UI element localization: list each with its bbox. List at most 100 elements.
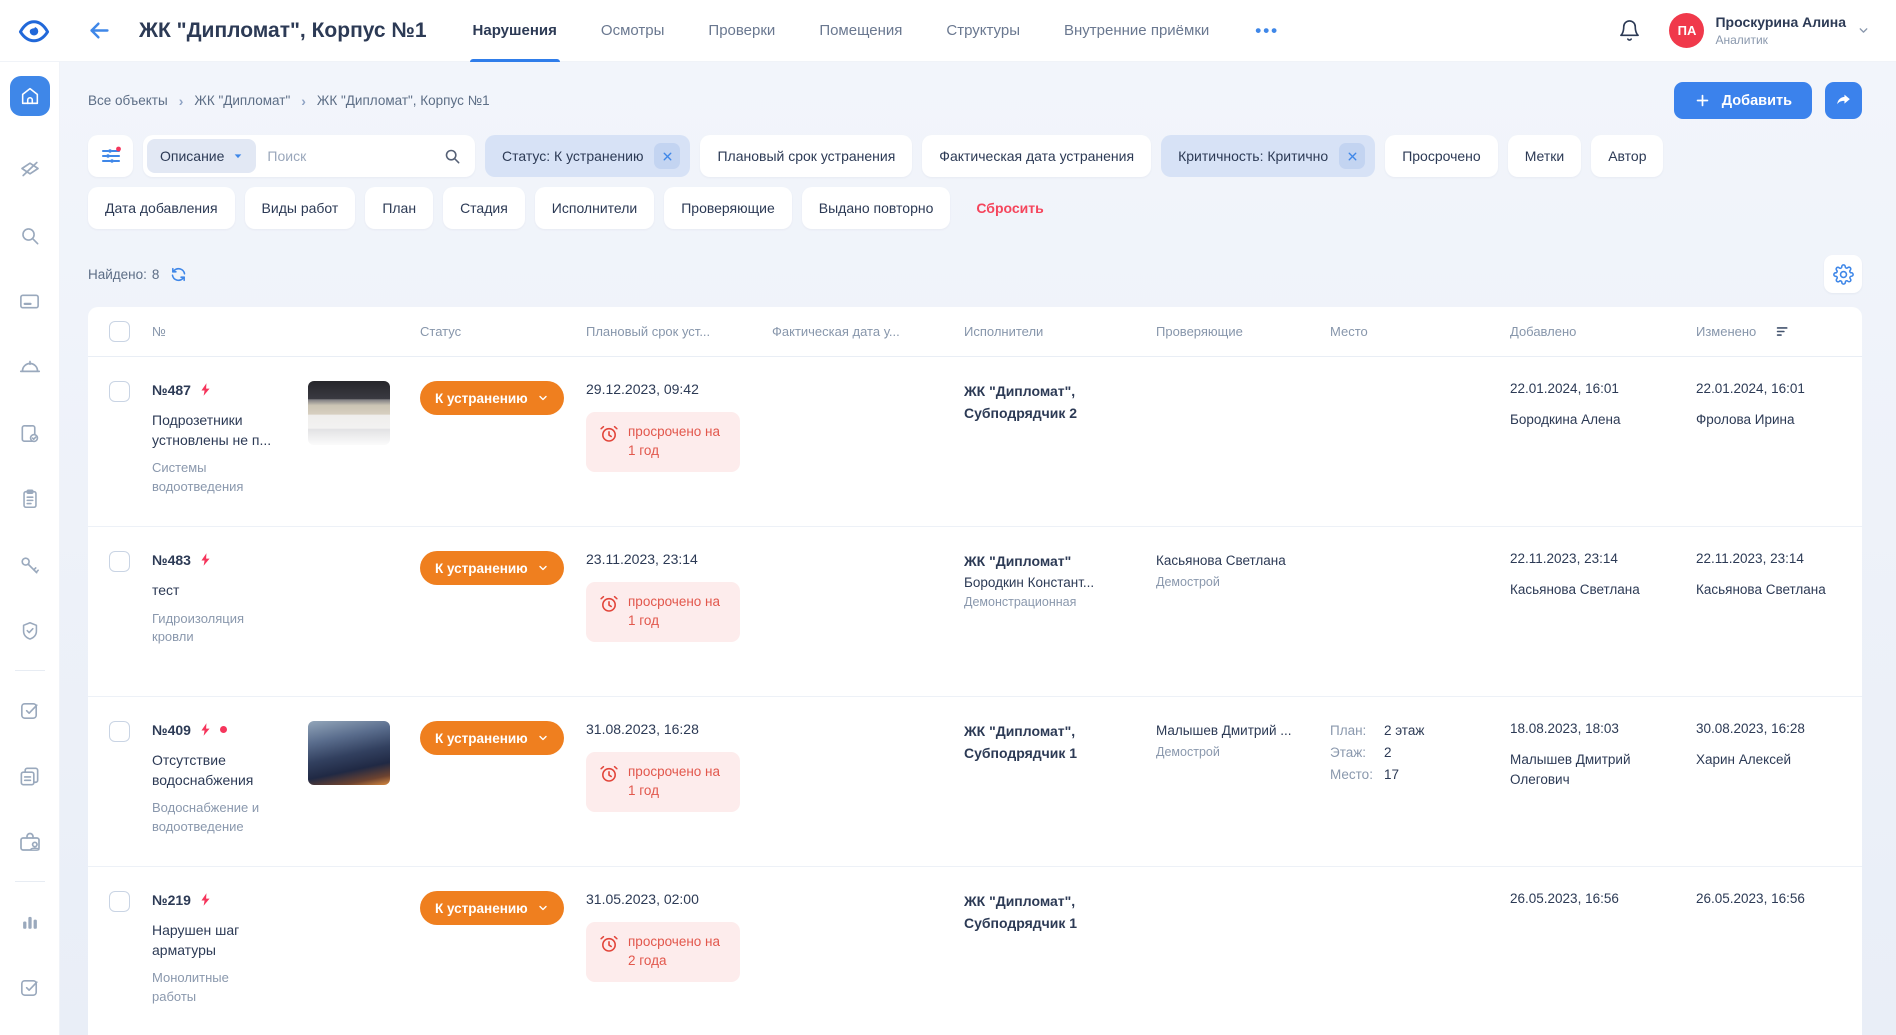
filter-chip-plan[interactable]: План: [365, 187, 434, 229]
filter-chip-reissued[interactable]: Выдано повторно: [801, 187, 951, 229]
cell-added: 26.05.2023, 16:56: [1510, 891, 1619, 906]
select-all-checkbox[interactable]: [109, 321, 130, 342]
sidebar-item-shield-check[interactable]: [17, 618, 43, 644]
chevron-down-icon: [537, 562, 549, 574]
status-select[interactable]: К устранению: [420, 891, 564, 925]
column-planned: Плановый срок уст...: [586, 324, 711, 339]
violation-title: Отсутствие водоснабжения: [152, 752, 254, 788]
add-button[interactable]: Добавить: [1673, 82, 1812, 119]
clipboard-icon: [19, 488, 41, 510]
violation-photo[interactable]: [308, 721, 390, 785]
critical-lightning-icon: [198, 381, 213, 398]
notifications-bell-icon[interactable]: [1618, 19, 1641, 42]
row-checkbox[interactable]: [109, 721, 130, 742]
table-row[interactable]: №483 тест Гидроизоляция кровли К устране…: [88, 527, 1862, 697]
filter-chip-status[interactable]: Статус: К устранению: [485, 135, 691, 177]
breadcrumb-item[interactable]: Все объекты: [88, 93, 168, 108]
sidebar-item-contractors[interactable]: [17, 829, 43, 855]
status-select[interactable]: К устранению: [420, 551, 564, 585]
filter-chip-work-types[interactable]: Виды работ: [244, 187, 356, 229]
sidebar: [0, 62, 60, 1035]
tabs-overflow-button[interactable]: •••: [1255, 20, 1280, 40]
critical-lightning-icon: [198, 721, 213, 738]
alarm-clock-icon: [599, 764, 619, 784]
critical-lightning-icon: [198, 551, 213, 568]
filter-chip-overdue[interactable]: Просрочено: [1385, 135, 1498, 177]
filter-chip-date-added[interactable]: Дата добавления: [88, 187, 235, 229]
filter-chip-criticality[interactable]: Критичность: Критично: [1161, 135, 1376, 177]
sidebar-item-home[interactable]: [9, 76, 50, 116]
breadcrumb-separator-icon: ›: [301, 92, 306, 109]
breadcrumb-item[interactable]: ЖК "Дипломат": [194, 93, 291, 108]
alarm-clock-icon: [599, 424, 619, 444]
shield-check-icon: [19, 620, 41, 642]
breadcrumb-item[interactable]: ЖК "Дипломат", Корпус №1: [316, 93, 490, 108]
tab-violations[interactable]: Нарушения: [469, 0, 561, 62]
tab-rooms[interactable]: Помещения: [819, 22, 903, 39]
row-checkbox[interactable]: [109, 551, 130, 572]
search-field-selector[interactable]: Описание: [147, 139, 257, 173]
row-checkbox[interactable]: [109, 891, 130, 912]
overdue-badge: просрочено на 1 год: [586, 582, 740, 642]
status-select[interactable]: К устранению: [420, 381, 564, 415]
filter-chip-reviewers[interactable]: Проверяющие: [664, 187, 792, 229]
filter-chip-tags[interactable]: Метки: [1507, 135, 1582, 177]
filter-chip-author[interactable]: Автор: [1591, 135, 1664, 177]
row-checkbox[interactable]: [109, 381, 130, 402]
remove-filter-icon[interactable]: [1339, 143, 1366, 169]
cell-place: План: 2 этаж Этаж: 2 Место: 17: [1330, 723, 1425, 782]
search-input[interactable]: [267, 148, 431, 164]
sidebar-item-clipboard[interactable]: [17, 486, 43, 512]
violation-photo[interactable]: [308, 381, 390, 445]
table-row[interactable]: №409 Отсутствие водоснабжения Водоснабже…: [88, 697, 1862, 867]
sidebar-item-keys[interactable]: [17, 552, 43, 578]
user-menu[interactable]: ПА Проскурина Алина Аналитик: [1669, 13, 1870, 48]
sidebar-item-inspections[interactable]: [17, 420, 43, 446]
sidebar-item-approvals[interactable]: [17, 974, 43, 1000]
column-place: Место: [1330, 324, 1368, 339]
tab-structures[interactable]: Структуры: [946, 22, 1021, 39]
cell-added: 22.11.2023, 23:14 Касьянова Светлана: [1510, 551, 1640, 597]
sidebar-item-card[interactable]: [17, 288, 43, 314]
table-row[interactable]: №487 Подрозетники устновлены не п... Сис…: [88, 357, 1862, 527]
share-button[interactable]: [1825, 82, 1862, 119]
column-changed: Изменено: [1696, 324, 1757, 339]
inspections-icon: [18, 422, 41, 445]
sidebar-item-analytics[interactable]: [17, 908, 43, 934]
refresh-icon[interactable]: [170, 266, 187, 283]
cell-changed: 30.08.2023, 16:28 Харин Алексей: [1696, 721, 1805, 767]
filter-chip-planned-date[interactable]: Плановый срок устранения: [700, 135, 913, 177]
sidebar-item-helmet[interactable]: [17, 354, 43, 380]
status-select[interactable]: К устранению: [420, 721, 564, 755]
helmet-icon: [18, 355, 42, 379]
filter-chip-stage[interactable]: Стадия: [443, 187, 525, 229]
cell-changed: 26.05.2023, 16:56: [1696, 891, 1805, 906]
documents-icon: [18, 765, 41, 788]
cell-planned-date: 31.08.2023, 16:28 просрочено на 1 год: [586, 721, 764, 812]
sidebar-item-tasks[interactable]: [17, 697, 43, 723]
search-icon: [18, 224, 41, 247]
filters-toggle-button[interactable]: [88, 135, 133, 177]
table-row[interactable]: №219 Нарушен шаг арматуры Монолитные раб…: [88, 867, 1862, 1035]
tab-internal-acceptances[interactable]: Внутренние приёмки: [1064, 22, 1210, 39]
caret-down-icon: [235, 154, 242, 159]
approvals-icon: [18, 976, 41, 999]
table-settings-gear-icon[interactable]: [1824, 255, 1862, 293]
back-button[interactable]: [86, 17, 113, 44]
cell-changed: 22.11.2023, 23:14 Касьянова Светлана: [1696, 551, 1826, 597]
filter-chip-actual-date[interactable]: Фактическая дата устранения: [922, 135, 1152, 177]
remove-filter-icon[interactable]: [654, 143, 681, 169]
sidebar-item-search[interactable]: [17, 222, 43, 248]
tab-inspections[interactable]: Осмотры: [600, 22, 665, 39]
page-title: ЖК "Дипломат", Корпус №1: [139, 18, 427, 42]
filter-chip-executors[interactable]: Исполнители: [534, 187, 655, 229]
sort-icon[interactable]: [1774, 323, 1791, 340]
reset-filters-button[interactable]: Сбросить: [976, 200, 1044, 216]
sidebar-item-documents[interactable]: [17, 763, 43, 789]
keys-icon: [18, 554, 41, 577]
app-logo-eye-icon[interactable]: [14, 11, 54, 51]
cell-status: К устранению: [420, 551, 578, 585]
tab-checks[interactable]: Проверки: [708, 22, 776, 39]
sidebar-item-zones[interactable]: [17, 156, 43, 182]
violation-title: Подрозетники устновлены не п...: [152, 412, 272, 448]
